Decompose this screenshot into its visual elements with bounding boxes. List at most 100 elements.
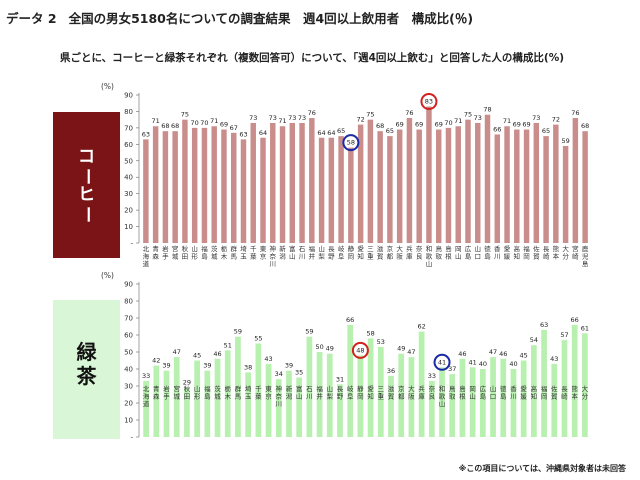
tea-category-label: 森	[153, 392, 160, 401]
coffee-label-box: コーヒー	[53, 112, 120, 258]
coffee-data-label: 69	[415, 121, 423, 129]
tea-category-label: 崎	[561, 392, 568, 401]
tea-bar	[388, 375, 394, 437]
tea-data-label: 59	[234, 328, 242, 336]
tea-bar	[286, 370, 292, 437]
coffee-category-label: 群	[230, 244, 237, 253]
tea-bar	[255, 343, 262, 437]
coffee-category-label: 長	[328, 245, 335, 253]
coffee-category-label: 島	[201, 252, 208, 261]
tea-category-label: 福	[541, 384, 548, 393]
coffee-bar	[250, 122, 256, 243]
coffee-category-label: 島	[484, 252, 491, 261]
coffee-bar	[289, 122, 296, 243]
coffee-category-label: 岐	[338, 244, 345, 253]
coffee-bar	[387, 136, 393, 243]
coffee-category-label: 媛	[504, 252, 511, 261]
coffee-bar	[504, 126, 510, 243]
coffee-category-label: 分	[562, 252, 569, 261]
coffee-bar	[455, 126, 461, 243]
coffee-category-label: 賀	[377, 252, 384, 261]
tea-data-label: 53	[377, 338, 385, 346]
tea-category-label: 海	[143, 392, 150, 401]
tea-category-label: 歌	[439, 392, 446, 401]
tea-data-label: 61	[581, 324, 589, 332]
coffee-category-label: 宮	[172, 244, 179, 253]
tea-y-tick-label: 60	[124, 332, 133, 340]
tea-data-label: 40	[479, 360, 487, 368]
coffee-y-tick-label: 50	[124, 157, 133, 165]
coffee-bar	[338, 136, 344, 243]
coffee-y-tick-label: 20	[124, 207, 133, 215]
tea-category-label: 阜	[347, 392, 354, 401]
tea-category-label: 北	[143, 385, 150, 393]
tea-category-label: 潟	[286, 393, 293, 401]
coffee-category-label: 兵	[406, 244, 413, 253]
tea-max-highlight	[351, 341, 369, 359]
tea-bar	[531, 345, 537, 437]
tea-data-label: 49	[397, 345, 405, 353]
coffee-category-label: 山	[289, 252, 296, 261]
coffee-category-label: 京	[260, 252, 267, 261]
tea-category-label: 山	[327, 384, 334, 393]
coffee-category-label: 岡	[455, 245, 462, 253]
tea-category-label: 知	[531, 392, 538, 401]
tea-bar	[459, 358, 466, 437]
coffee-bar	[377, 131, 383, 243]
tea-category-label: 高	[531, 384, 538, 393]
coffee-category-label: 岩	[162, 244, 169, 253]
tea-bar	[551, 363, 558, 437]
coffee-data-label: 64	[259, 129, 267, 137]
tea-y-tick-label: 10	[124, 417, 133, 425]
tea-data-label: 66	[571, 316, 579, 324]
tea-bar	[408, 357, 415, 437]
coffee-data-label: 70	[200, 119, 208, 127]
coffee-category-label: 良	[416, 252, 423, 261]
coffee-category-label: 口	[475, 253, 482, 261]
coffee-category-label: 潟	[279, 253, 286, 261]
tea-data-label: 39	[285, 362, 293, 370]
tea-data-label: 39	[203, 362, 211, 370]
tea-category-label: 川	[510, 393, 517, 401]
tea-bar	[204, 370, 211, 437]
coffee-category-label: 愛	[357, 244, 364, 253]
tea-category-label: 岡	[357, 393, 364, 401]
tea-category-label: 滋	[388, 384, 395, 393]
tea-data-label: 46	[458, 350, 466, 358]
tea-category-label: 山	[194, 384, 201, 393]
coffee-y-tick-label: 90	[124, 92, 133, 100]
tea-data-label: 45	[520, 352, 528, 360]
coffee-bar	[328, 137, 335, 243]
tea-category-label: 田	[184, 393, 191, 401]
coffee-data-label: 73	[288, 114, 296, 122]
coffee-data-label: 63	[239, 130, 247, 138]
coffee-bar	[484, 114, 491, 243]
tea-bar	[541, 329, 547, 437]
coffee-bar	[221, 129, 227, 243]
coffee-category-label: 児	[582, 252, 589, 261]
coffee-category-label: 都	[387, 253, 394, 261]
tea-category-label: 福	[316, 384, 323, 393]
coffee-category-label: 山	[455, 252, 462, 261]
coffee-data-label: 75	[366, 111, 374, 119]
tea-category-label: 岡	[469, 385, 476, 393]
coffee-data-label: 76	[308, 109, 316, 117]
tea-category-label: 栃	[224, 384, 231, 393]
tea-category-label: 岐	[347, 384, 354, 393]
coffee-data-label: 59	[561, 137, 569, 145]
coffee-bar	[475, 122, 481, 243]
tea-bar	[571, 324, 578, 437]
coffee-bar	[572, 118, 579, 243]
coffee-y-tick-label: 70	[124, 124, 133, 132]
tea-data-label: 43	[264, 355, 272, 363]
tea-y-tick-label: 30	[124, 383, 133, 391]
tea-data-label: 34	[275, 370, 283, 378]
coffee-category-label: 鹿	[582, 244, 589, 253]
coffee-bar	[523, 129, 530, 243]
coffee-category-label: 海	[143, 252, 150, 261]
coffee-category-label: 広	[465, 244, 472, 253]
coffee-data-label: 68	[171, 122, 179, 130]
tea-data-label: 38	[244, 363, 252, 371]
coffee-y-tick-label: 60	[124, 141, 133, 149]
